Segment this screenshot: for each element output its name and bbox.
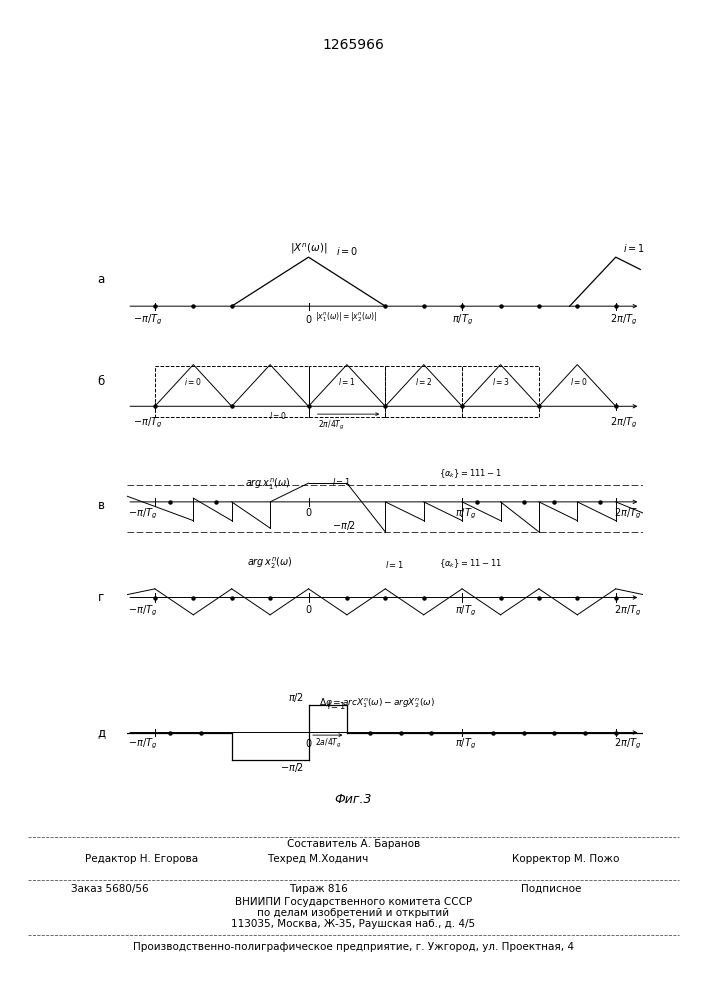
Text: $2\pi/T_g$: $2\pi/T_g$ [609,416,637,430]
Text: $i=0$: $i=0$ [336,245,358,257]
Text: г: г [98,591,104,604]
Text: $0$: $0$ [305,737,312,749]
Text: $i=0$: $i=0$ [185,376,202,387]
Text: Техред М.Ходанич: Техред М.Ходанич [267,854,369,864]
Text: 113035, Москва, Ж-35, Раушская наб., д. 4/5: 113035, Москва, Ж-35, Раушская наб., д. … [231,919,476,929]
Text: по делам изобретений и открытий: по делам изобретений и открытий [257,908,450,918]
Text: Корректор М. Пожо: Корректор М. Пожо [512,854,619,864]
Text: $\pi/T_g$: $\pi/T_g$ [455,506,476,521]
Text: $|x_1^n(\omega)|=|x_2^n(\omega)|$: $|x_1^n(\omega)|=|x_2^n(\omega)|$ [315,310,377,324]
Text: $2\pi/T_g$: $2\pi/T_g$ [614,603,642,618]
Text: $l=2$: $l=2$ [415,376,433,387]
Text: $2\pi/4T_g$: $2\pi/4T_g$ [317,419,344,432]
Text: Составитель А. Баранов: Составитель А. Баранов [287,839,420,849]
Text: 1265966: 1265966 [322,38,385,52]
Text: $-\pi/2$: $-\pi/2$ [280,761,304,774]
Text: $arg\, x_1^n(\omega)$: $arg\, x_1^n(\omega)$ [245,476,290,492]
Text: $-\pi/T_g$: $-\pi/T_g$ [128,603,157,618]
Text: ВНИИПИ Государственного комитета СССР: ВНИИПИ Государственного комитета СССР [235,897,472,907]
Text: Тираж 816: Тираж 816 [288,884,348,894]
Text: $l=1$: $l=1$ [327,700,346,711]
Text: $\pi/2$: $\pi/2$ [288,691,304,704]
Text: $0$: $0$ [305,313,312,325]
Text: Заказ 5680/56: Заказ 5680/56 [71,884,148,894]
Text: $\pi/T_g$: $\pi/T_g$ [452,313,473,327]
Text: $-\pi/T_g$: $-\pi/T_g$ [133,313,162,327]
Text: Фиг.3: Фиг.3 [334,793,373,806]
Text: б: б [98,375,105,388]
Text: $|X^n(\omega)|$: $|X^n(\omega)|$ [290,241,327,256]
Text: в: в [98,499,105,512]
Bar [462,366,539,417]
Text: $l=1$: $l=1$ [338,376,356,387]
Bar [155,366,308,417]
Text: $i=1$: $i=1$ [624,242,645,254]
Text: $l=3$: $l=3$ [491,376,509,387]
Text: $l=0$: $l=0$ [269,410,287,421]
Text: $2\pi/T_g$: $2\pi/T_g$ [609,313,637,327]
Bar [385,366,462,417]
Text: $l=0$: $l=0$ [571,376,588,387]
Text: $\{\alpha_k\}=111-1$: $\{\alpha_k\}=111-1$ [439,467,502,480]
Text: $-\pi/T_g$: $-\pi/T_g$ [128,506,157,521]
Text: $2\pi/T_g$: $2\pi/T_g$ [614,506,642,521]
Text: Производственно-полиграфическое предприятие, г. Ужгород, ул. Проектная, 4: Производственно-полиграфическое предприя… [133,942,574,952]
Text: $-\pi/T_g$: $-\pi/T_g$ [128,737,157,751]
Text: $\Delta\varphi=arcX_1^n(\omega)-argX_2^n(\omega)$: $\Delta\varphi=arcX_1^n(\omega)-argX_2^n… [320,696,435,710]
Text: $arg\, x_2^n(\omega)$: $arg\, x_2^n(\omega)$ [247,555,293,571]
Text: Подписное: Подписное [521,884,582,894]
Text: $\{\alpha_k\}=11-11$: $\{\alpha_k\}=11-11$ [439,558,502,570]
Text: $l=1$: $l=1$ [332,476,351,487]
Text: $-\pi/2$: $-\pi/2$ [332,519,356,532]
Text: $l=1$: $l=1$ [385,559,404,570]
Text: $2\pi/T_g$: $2\pi/T_g$ [614,737,642,751]
Text: $\pi/T_g$: $\pi/T_g$ [455,603,476,618]
Text: $-\pi/T_g$: $-\pi/T_g$ [133,416,162,430]
Text: $0$: $0$ [305,506,312,518]
Text: $\pi/T_g$: $\pi/T_g$ [455,737,476,751]
Bar [308,366,385,417]
Text: д: д [97,726,105,739]
Text: Редактор Н. Егорова: Редактор Н. Егорова [85,854,198,864]
Text: $2a/4T_g$: $2a/4T_g$ [315,737,341,750]
Text: а: а [98,273,105,286]
Text: $0$: $0$ [305,603,312,615]
